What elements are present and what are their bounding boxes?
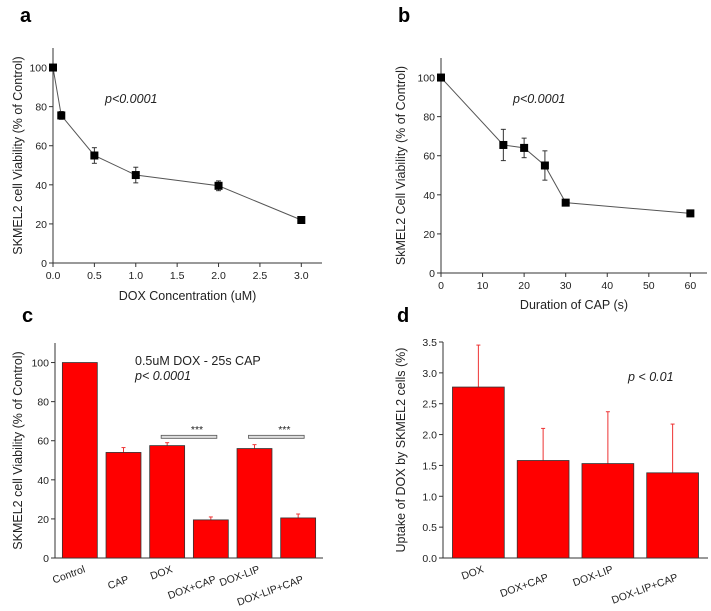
data-point (49, 63, 57, 72)
y-tick-label: 100 (31, 358, 49, 370)
y-tick-label: 40 (37, 475, 49, 487)
y-tick-label: 100 (29, 63, 47, 75)
x-tick-label: 50 (643, 280, 655, 292)
data-point (437, 73, 445, 82)
bar (516, 460, 570, 559)
x-tick-label: 10 (477, 280, 489, 292)
data-point (686, 209, 695, 218)
x-tick-label: 1.0 (128, 270, 143, 282)
y-axis-label: SkMEL2 Cell Viability (% of Control) (394, 66, 408, 265)
significance-bar (160, 434, 218, 439)
data-point (499, 140, 508, 149)
x-tick-label: 1.5 (170, 270, 185, 282)
x-tick-label: 40 (601, 280, 613, 292)
y-tick-label: 80 (35, 102, 47, 114)
y-tick-label: 3.5 (422, 337, 437, 349)
x-tick-label: DOX+CAP (166, 574, 218, 603)
data-point (520, 143, 529, 152)
y-tick-label: 0 (43, 553, 49, 565)
p-value-annotation: p<0.0001 (104, 92, 157, 106)
y-tick-label: 20 (37, 514, 49, 526)
y-tick-label: 3.0 (422, 368, 437, 380)
x-tick-label: DOX-LIP+CAP (610, 572, 680, 607)
panel-label: c (22, 305, 33, 327)
data-point (57, 111, 66, 120)
p-value-annotation: p < 0.01 (627, 370, 674, 384)
bar (192, 519, 229, 559)
x-tick-label: 60 (685, 280, 697, 292)
panel-c: c 0 20 40 60 80 100 SKMEL2 cell Viability (% of… (11, 305, 323, 609)
x-tick-label: 30 (560, 280, 572, 292)
x-tick-label: CAP (106, 574, 130, 593)
significance-label: *** (191, 424, 203, 436)
p-value-annotation: p<0.0001 (512, 92, 565, 106)
x-tick-label: DOX+CAP (499, 572, 551, 601)
y-tick-label: 80 (37, 397, 49, 409)
bar (105, 452, 142, 559)
x-tick-label: DOX (460, 564, 485, 583)
y-tick-label: 1.5 (422, 460, 437, 472)
data-point (214, 181, 223, 190)
bar (581, 463, 635, 559)
y-tick-label: 0.5 (422, 522, 437, 534)
panel-d: d 0.0 0.5 1.0 1.5 2.0 2.5 3.0 3.5 Uptake of DOX b… (394, 305, 708, 607)
data-point (90, 151, 99, 160)
x-tick-label: 20 (518, 280, 530, 292)
x-tick-label: DOX-LIP (571, 564, 615, 590)
x-axis-label: Duration of CAP (s) (520, 298, 628, 312)
significance-label: *** (278, 424, 290, 436)
p-value-annotation: p< 0.0001 (134, 369, 191, 383)
x-tick-label: 2.0 (211, 270, 226, 282)
x-tick-label: 2.5 (253, 270, 268, 282)
significance-bar (248, 434, 305, 439)
bar (280, 517, 317, 559)
y-tick-label: 40 (35, 180, 47, 192)
data-point (540, 161, 549, 170)
y-tick-label: 2.0 (422, 430, 437, 442)
bar (452, 386, 505, 559)
data-point (131, 171, 140, 180)
y-tick-label: 2.5 (422, 399, 437, 411)
x-tick-label: DOX (149, 564, 174, 583)
data-point (297, 216, 306, 224)
x-tick-label: 3.0 (294, 270, 309, 282)
y-tick-label: 40 (423, 190, 435, 202)
y-axis-label: Uptake of DOX by SKMEL2 cells (%) (394, 348, 408, 553)
x-tick-label: DOX-LIP (218, 564, 262, 590)
y-tick-label: 20 (35, 219, 47, 231)
x-tick-label: 0.5 (87, 270, 102, 282)
bar (61, 362, 98, 559)
bar (149, 445, 186, 559)
data-point (561, 198, 570, 207)
y-tick-label: 0 (41, 258, 47, 270)
condition-annotation: 0.5uM DOX - 25s CAP (135, 354, 261, 368)
y-tick-label: 60 (35, 141, 47, 153)
panel-label: a (20, 5, 32, 27)
panel-label: b (398, 5, 410, 27)
y-tick-label: 1.0 (422, 491, 437, 503)
bar (646, 472, 699, 559)
series-line (440, 77, 691, 214)
y-tick-label: 20 (423, 229, 435, 241)
panel-a: a 0 20 40 60 80 100 SKMEL2 cell Viability (% of… (11, 5, 322, 303)
x-tick-label: Control (51, 564, 87, 587)
y-tick-label: 0 (429, 268, 435, 280)
y-tick-label: 80 (423, 112, 435, 124)
x-tick-label: 0.0 (46, 270, 61, 282)
x-tick-label: 0 (438, 280, 444, 292)
y-axis-label: SKMEL2 cell Viability (% of Control) (11, 351, 25, 549)
series-line (52, 67, 302, 221)
bar (236, 448, 273, 559)
x-axis-label: DOX Concentration (uM) (119, 289, 257, 303)
y-tick-label: 0.0 (422, 553, 437, 565)
y-tick-label: 100 (417, 73, 435, 85)
panel-label: d (397, 305, 409, 327)
y-axis-label: SKMEL2 cell Viability (% of Control) (11, 56, 25, 254)
y-tick-label: 60 (423, 151, 435, 163)
y-tick-label: 60 (37, 436, 49, 448)
